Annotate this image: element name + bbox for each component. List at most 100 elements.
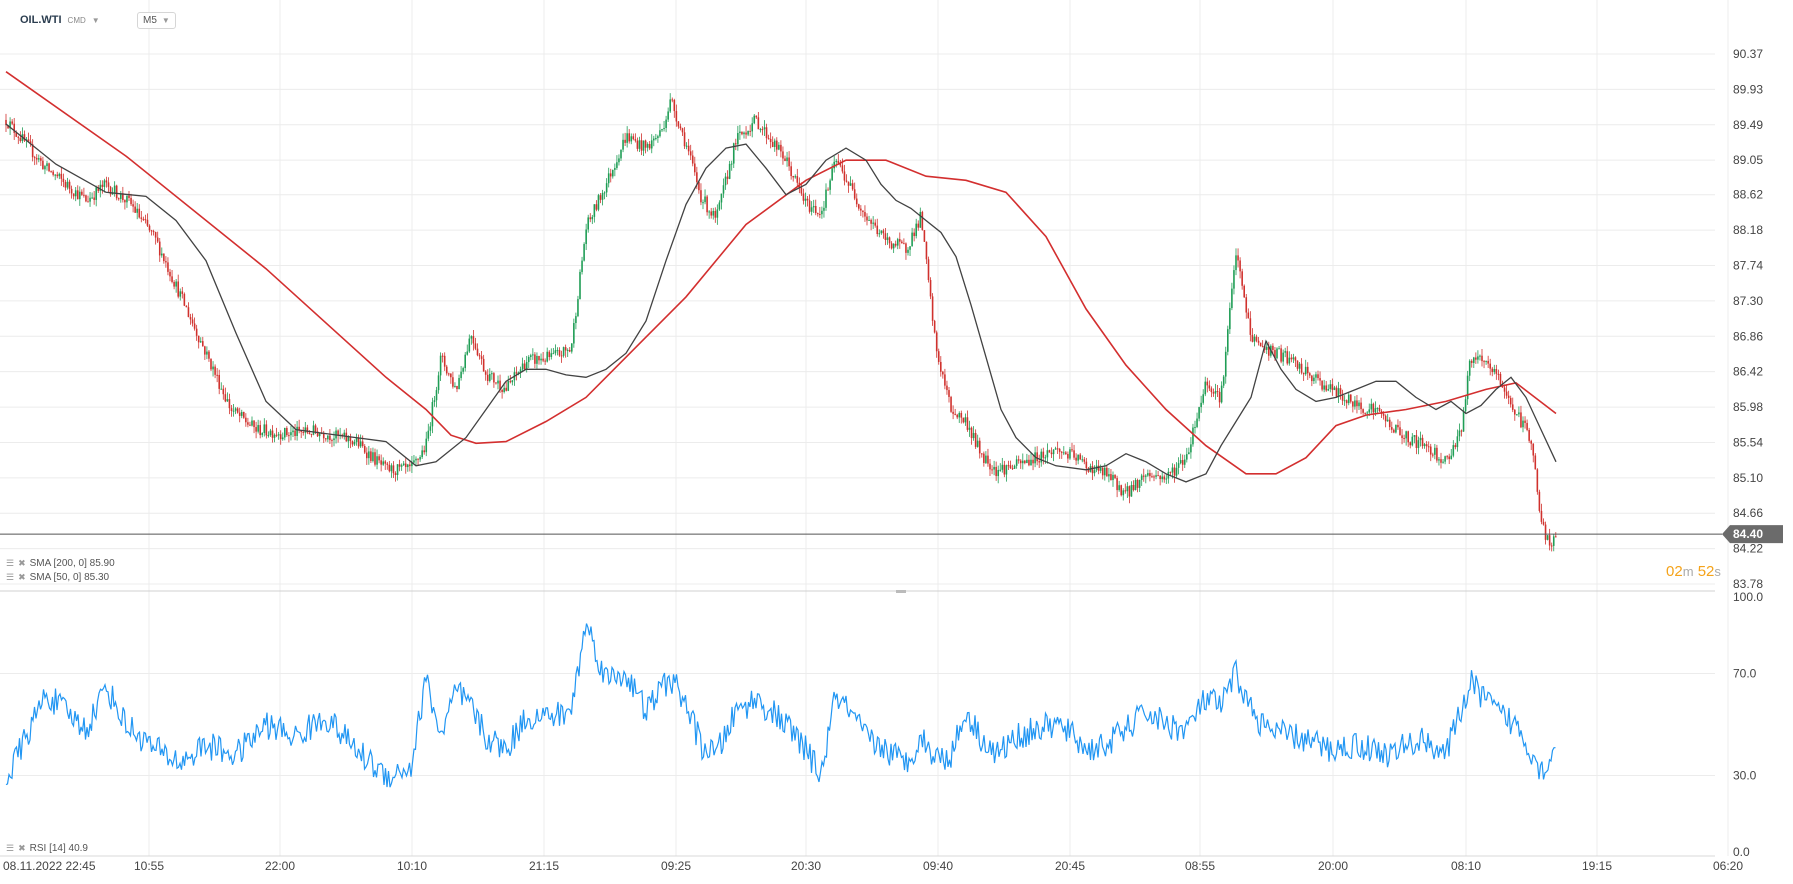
candle-body (1317, 374, 1319, 379)
candle-body (601, 193, 604, 200)
candle-body (48, 163, 50, 172)
time-axis[interactable]: 08.11.2022 22:45 10:55 22:00 10:10 21:15 09:2… (3, 859, 1743, 873)
price-tick-label: 85.10 (1733, 471, 1763, 485)
price-candles (5, 93, 1557, 552)
sma200-legend[interactable]: ☰ ✖ SMA [200, 0] 85.90 (6, 558, 115, 569)
category-label: CMD (67, 15, 86, 25)
candle-body (64, 182, 67, 188)
candle-body (429, 426, 432, 431)
candle-body (427, 430, 430, 439)
candle-body (1073, 450, 1075, 458)
candle-body (937, 351, 940, 362)
candle-body (851, 183, 854, 190)
candle-body (612, 169, 614, 177)
candle-body (458, 378, 460, 390)
candle-body (618, 158, 620, 163)
candle-body (439, 355, 442, 376)
candle-body (1202, 394, 1204, 403)
candle-body (1360, 402, 1362, 410)
candle-body (1034, 452, 1036, 464)
candle-body (232, 410, 235, 412)
candle-body (890, 243, 893, 249)
candle-body (1548, 535, 1551, 546)
candle-body (480, 356, 483, 359)
close-icon[interactable]: ✖ (18, 843, 26, 853)
candle-body (591, 216, 594, 220)
candle-body (577, 299, 579, 317)
candle-body (1241, 271, 1243, 286)
price-axis[interactable]: 90.37 89.93 89.49 89.05 88.62 88.18 87.74 87.30… (1733, 47, 1763, 591)
candle-body (860, 208, 862, 211)
candle-body (794, 176, 797, 178)
panel-resize-handle[interactable] (896, 590, 906, 593)
settings-icon[interactable]: ☰ (6, 843, 15, 853)
candle-body (776, 140, 778, 150)
candle-body (243, 412, 245, 418)
candle-body (989, 463, 991, 470)
candle-body (218, 374, 220, 389)
close-icon[interactable]: ✖ (18, 558, 26, 568)
candle-body (70, 188, 73, 194)
candle-body (1388, 419, 1391, 428)
candle-body (1220, 385, 1223, 403)
candle-body (1505, 391, 1508, 396)
candle-body (72, 193, 75, 197)
candle-body (1145, 475, 1147, 477)
candle-body (1284, 351, 1286, 353)
candle-body (1063, 452, 1065, 454)
candle-body (648, 143, 651, 149)
rsi-axis[interactable]: 100.0 70.0 30.0 0.0 (1733, 590, 1763, 859)
settings-icon[interactable]: ☰ (6, 558, 15, 568)
candle-body (575, 316, 577, 324)
candle-body (1491, 368, 1494, 373)
instrument-header[interactable]: OIL.WTI CMD ▼ (20, 14, 100, 26)
candle-body (1415, 435, 1418, 449)
candle-body (253, 420, 255, 428)
sma50-legend[interactable]: ☰ ✖ SMA [50, 0] 85.30 (6, 572, 109, 583)
candle-body (663, 127, 665, 130)
candle-body (113, 185, 116, 193)
candle-body (1161, 476, 1163, 480)
settings-icon[interactable]: ☰ (6, 572, 15, 582)
candle-body (1155, 475, 1157, 477)
candle-body (1024, 460, 1026, 464)
symbol-label[interactable]: OIL.WTI (20, 14, 62, 26)
candle-body (1456, 436, 1459, 448)
candle-body (1368, 409, 1371, 413)
candle-body (68, 181, 71, 189)
close-icon[interactable]: ✖ (18, 572, 26, 582)
candle-body (1171, 467, 1174, 473)
candle-body (189, 317, 192, 320)
candle-body (376, 456, 378, 465)
candle-body (1454, 445, 1457, 448)
candle-body (484, 371, 487, 375)
price-tick-label: 84.66 (1733, 506, 1763, 520)
chevron-down-icon[interactable]: ▼ (91, 15, 100, 25)
candle-body (101, 184, 104, 187)
candle-body (724, 176, 727, 186)
candle-body (343, 432, 346, 437)
candle-body (1509, 397, 1512, 405)
candle-body (1550, 545, 1553, 547)
candle-body (146, 219, 149, 226)
rsi-legend[interactable]: ☰ ✖ RSI [14] 40.9 (6, 843, 88, 854)
candle-body (1341, 393, 1344, 401)
candle-body (27, 139, 30, 142)
candle-body (273, 434, 276, 438)
candle-body (542, 358, 544, 361)
candle-body (1311, 375, 1313, 382)
candle-body (195, 328, 198, 336)
candle-body (411, 462, 413, 467)
candle-body (716, 209, 719, 218)
candle-body (1147, 473, 1149, 476)
candle-body (991, 469, 993, 471)
candle-body (1179, 460, 1182, 464)
candle-body (462, 368, 464, 372)
candle-body (1214, 390, 1217, 394)
candle-body (614, 167, 616, 170)
rsi-tick-label: 30.0 (1733, 769, 1757, 783)
timeframe-selector[interactable]: M5 ▼ (137, 12, 176, 29)
price-tick-label: 85.54 (1733, 435, 1763, 449)
candle-body (636, 140, 639, 149)
